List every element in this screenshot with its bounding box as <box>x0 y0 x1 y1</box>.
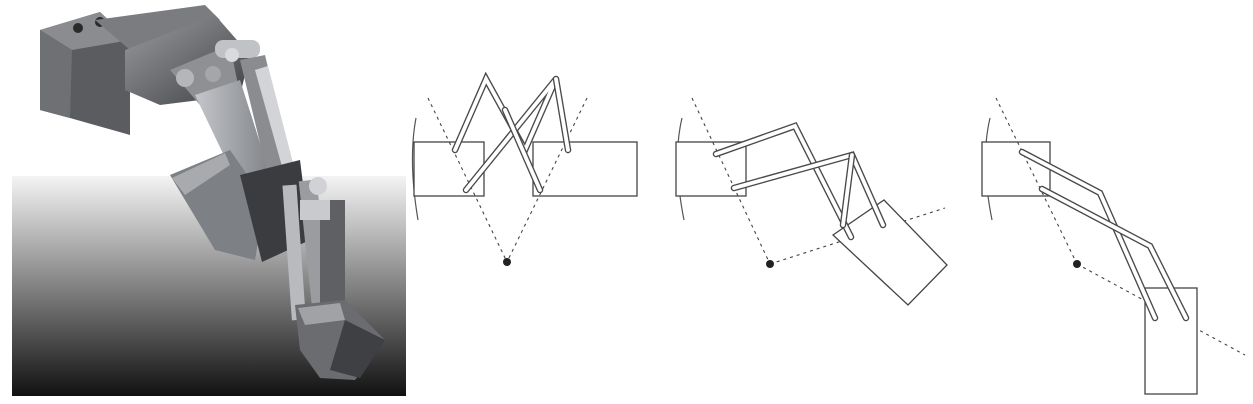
pivot-point <box>503 258 511 266</box>
mechanism-render-image <box>12 5 406 396</box>
schematic-rotating-drawing <box>675 97 948 306</box>
ray-right <box>506 97 588 263</box>
right-jaw-box <box>532 141 638 197</box>
ray-left <box>427 97 508 263</box>
schematic-rotating <box>660 0 960 404</box>
wall-line <box>411 117 419 221</box>
mounting-block <box>40 5 220 135</box>
left-jaw-box <box>981 141 1051 197</box>
schematic-closed-drawing <box>981 97 1246 395</box>
mechanism-render <box>0 0 410 404</box>
lower-links <box>282 177 345 321</box>
linkage-bars <box>712 121 887 241</box>
right-jaw-box <box>831 199 948 306</box>
linkage-bars <box>1018 148 1190 322</box>
schematic-open <box>405 0 655 404</box>
ray-left <box>691 97 771 265</box>
ray-left <box>995 97 1078 265</box>
schematic-closed <box>960 0 1253 404</box>
right-jaw-box <box>1144 287 1198 395</box>
schematic-open-drawing <box>411 71 638 266</box>
pivot-point <box>1073 260 1081 268</box>
bottom-jaw <box>295 300 385 380</box>
linkage-bars <box>451 71 572 194</box>
pivot-point <box>766 260 774 268</box>
left-jaw-box <box>413 141 485 197</box>
